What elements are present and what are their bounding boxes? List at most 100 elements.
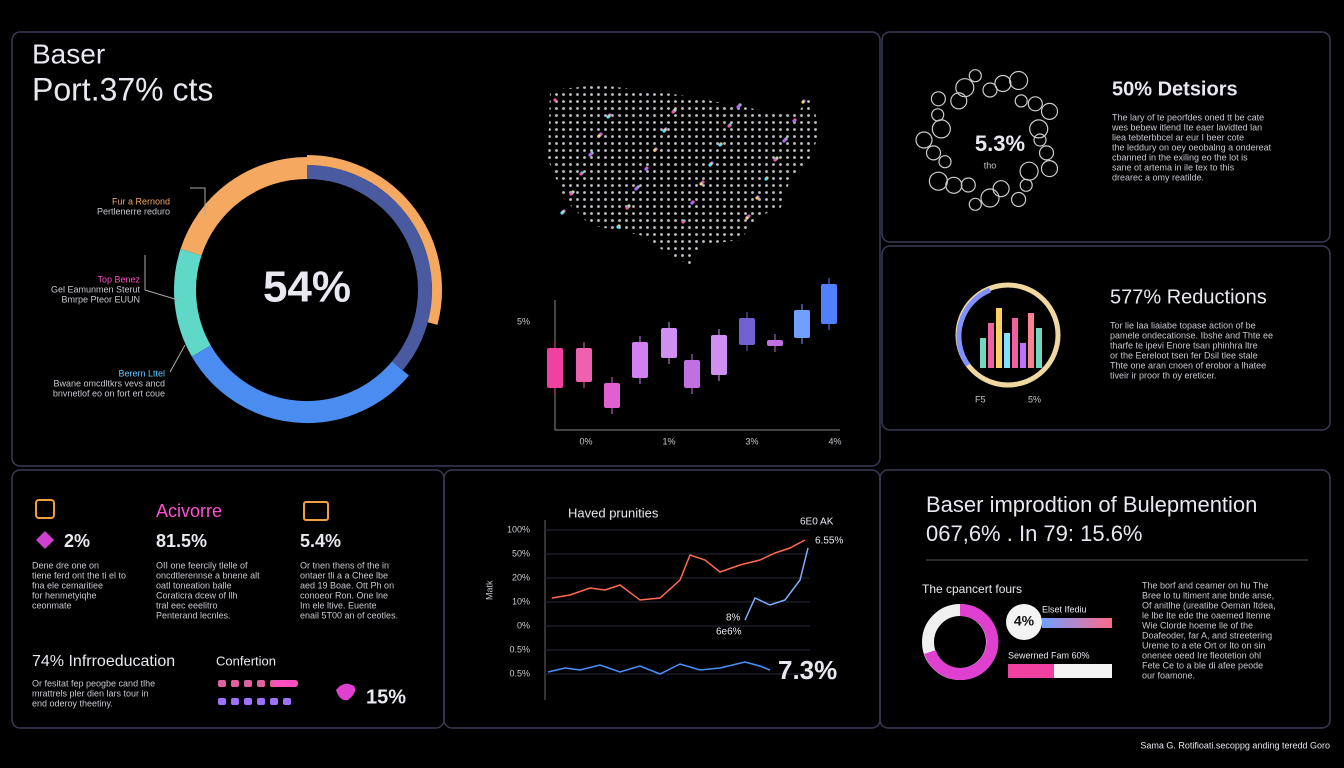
map-dot [597, 134, 601, 138]
text-line: ontaer tli a a Chee lbe [300, 570, 388, 580]
text-line: oncdtlerennse a bnene alt [156, 570, 260, 580]
badge-note: tho [984, 160, 997, 170]
map-dot [644, 167, 648, 171]
map-dot [782, 139, 786, 143]
text-line: end oderoy theetiny. [32, 698, 113, 708]
text-block: Or fesitat fep peogbe cand tlhemrattrels… [32, 678, 155, 708]
bar-label: Elset Ifediu [1042, 604, 1087, 614]
map-dot [681, 220, 685, 224]
text-line: Bree lo tu ltiment ane bnde anse, [1142, 590, 1274, 600]
y-label: 100% [507, 524, 530, 534]
callout-text: Pertlenerre reduro [97, 206, 170, 216]
panel [879, 469, 1331, 729]
donut [174, 155, 442, 424]
stat-title: Acivorre [156, 501, 222, 521]
bar [1042, 618, 1112, 628]
label: 5% [1028, 394, 1041, 404]
text-block: The lary of te peorfdes oned tt be catew… [1111, 112, 1272, 182]
map-dot [662, 129, 666, 133]
donut-arc [180, 157, 308, 256]
mini-bar [1004, 333, 1010, 368]
pill [274, 680, 298, 687]
mini-bars [980, 308, 1042, 368]
map-dot [708, 163, 712, 167]
map-dot [625, 206, 629, 210]
text-line: Doafeoder, far A, and streetering [1142, 630, 1272, 640]
text-line: Coraticra dcew of llh [156, 590, 238, 600]
social-value: 15% [366, 686, 406, 708]
map-dot [699, 182, 703, 186]
subtitle: Port.37% cts [32, 71, 213, 107]
text-line: le lbe Ite ede the oaemed ltenne [1142, 610, 1271, 620]
mini-bar [1012, 318, 1018, 368]
scribble [955, 78, 975, 98]
value: 7.3% [778, 655, 837, 685]
pill [231, 698, 239, 705]
scribble [1010, 191, 1027, 208]
callout-text: Top Benez [97, 274, 140, 284]
leader-lines [144, 187, 206, 373]
text-line: tiveir ir proor th oy ereticer. [1110, 370, 1217, 380]
label: F5 [975, 394, 986, 404]
scribble [1040, 102, 1059, 121]
scribble [960, 177, 976, 193]
map-dot [606, 115, 610, 119]
scribble [1040, 160, 1059, 178]
text-line: Fete Ce to a ble di afee peode [1142, 660, 1263, 670]
pill [244, 698, 252, 705]
candle [821, 284, 837, 324]
donut-arc [924, 603, 999, 680]
map-dot [634, 187, 638, 191]
donut-arc [306, 165, 432, 371]
map-dot [727, 124, 731, 128]
y-label: 10% [512, 596, 530, 606]
candle [604, 383, 620, 408]
y-label: 50% [512, 548, 530, 558]
ring-arc [956, 287, 991, 367]
footer: Sama G. Rotifioati.secoppg anding teredd… [1140, 740, 1330, 750]
annotation: 6E0 AK [800, 517, 834, 528]
map-dot [671, 110, 675, 114]
scribble [1008, 70, 1029, 91]
text-line: sane ot artema in ile tex to this [1112, 162, 1235, 172]
scribble [928, 171, 949, 191]
candles: 0% 1% 3% 4% [547, 278, 842, 446]
candle [547, 348, 563, 388]
badge [1006, 604, 1042, 640]
map-dot [755, 196, 759, 200]
panel [443, 469, 881, 729]
callout-text: Fur a Rernond [112, 196, 170, 206]
pill [218, 680, 226, 687]
scribble [1033, 133, 1047, 147]
map-dot [690, 201, 694, 205]
map-highlights [553, 98, 806, 229]
scribble [945, 176, 963, 194]
candle [711, 335, 727, 375]
map-dot [569, 192, 573, 196]
text-line: tharfe te ipevi Enore tsan phinhra ltre [1110, 340, 1258, 350]
text-line: Dene dre one on [32, 560, 99, 570]
x-label: 4% [828, 436, 841, 446]
y-label: 0.5% [509, 668, 530, 678]
panel [881, 245, 1331, 431]
text-line: The borf and ceamer on hu The [1142, 580, 1268, 590]
mini-bar [988, 323, 994, 368]
mini-bar [1020, 343, 1026, 368]
label: Confertion [216, 653, 276, 668]
text-line: wes bebew itlend Ite eaer lavidted lan [1111, 122, 1262, 132]
map-dot [553, 98, 557, 102]
text-line: Or fesitat fep peogbe cand tlhe [32, 678, 155, 688]
text-line: OII one feercily tlelle of [156, 560, 248, 570]
text-line: enail 5T00 an of ceotles. [300, 610, 398, 620]
title: Baser [32, 38, 105, 69]
callout-text: bnvnetlof eo on fort ert coue [53, 388, 165, 398]
scribble [994, 74, 1012, 93]
subtitle: 067,6% . In 79: 15.6% [926, 521, 1143, 546]
text-line: Tor lie laa liaiabe topase action of be [1110, 320, 1256, 330]
map-dot [773, 158, 777, 162]
stat-value: 2% [64, 531, 90, 551]
bar [1008, 664, 1054, 678]
